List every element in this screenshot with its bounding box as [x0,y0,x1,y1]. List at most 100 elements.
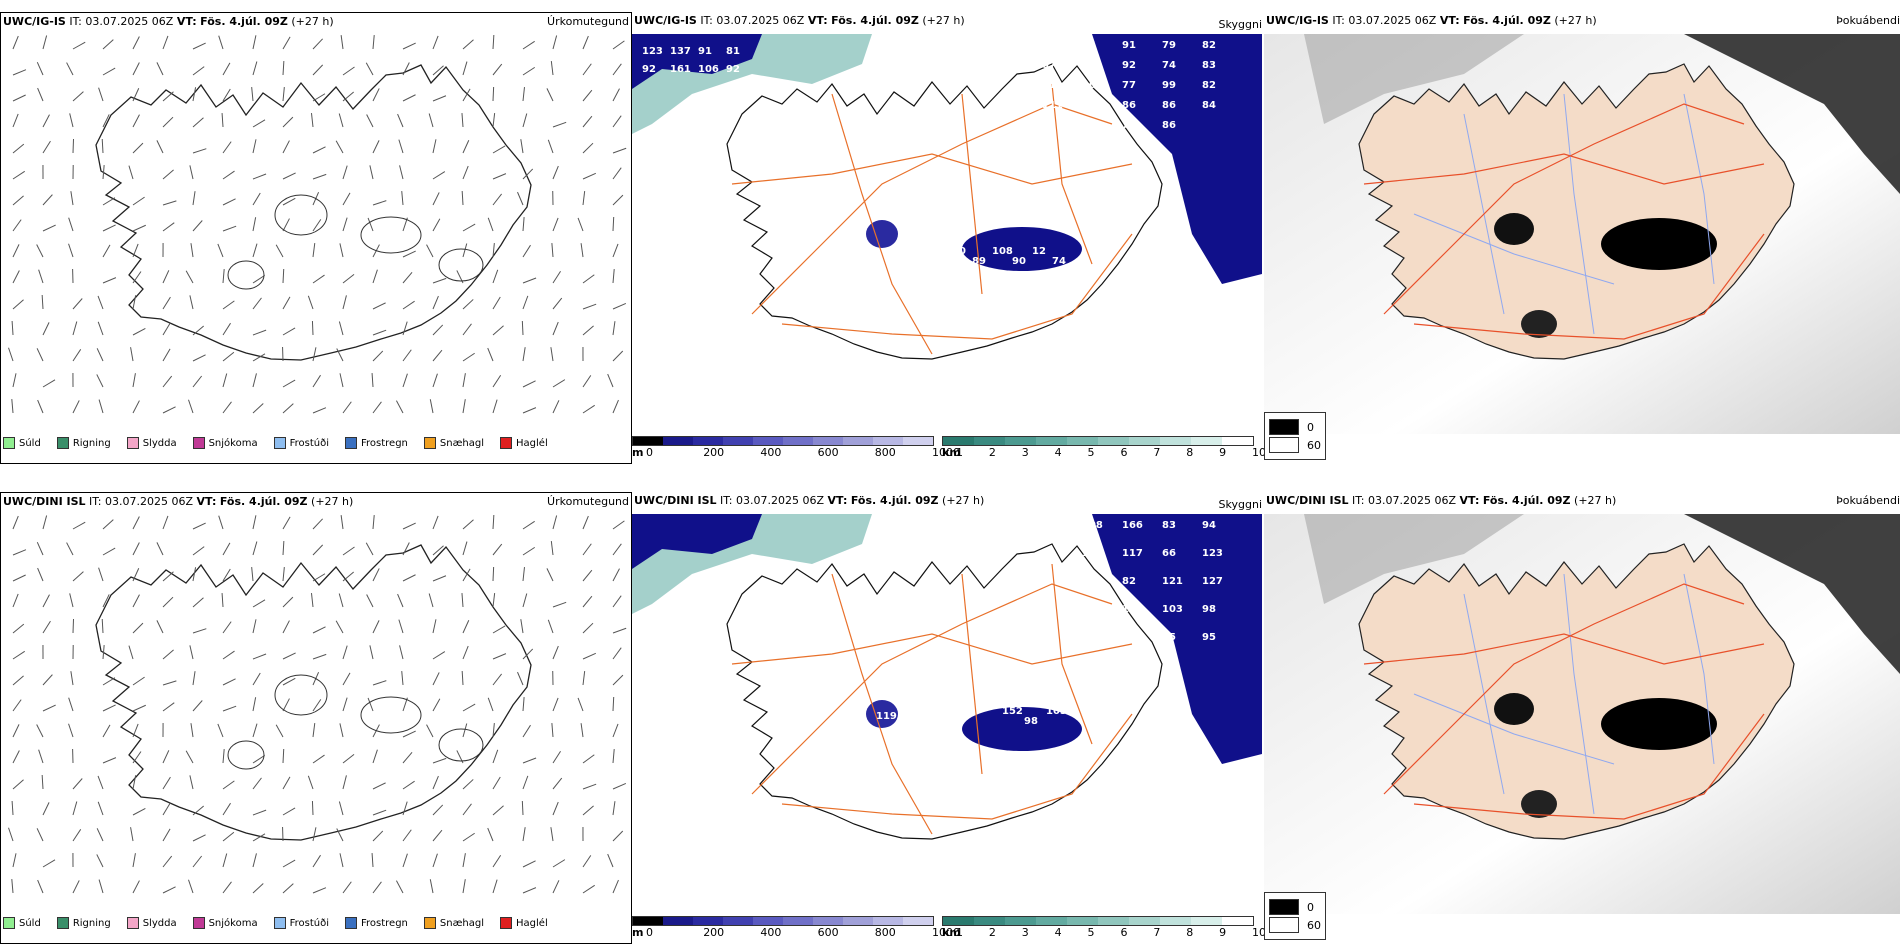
wind-barb [517,671,524,686]
legend-swatch [345,437,357,449]
wind-barb [102,547,116,556]
wind-barb [190,243,194,258]
wind-barb [369,645,374,660]
wind-barb [192,148,207,154]
colorbar-segment [813,917,843,925]
dense-fog-area [1601,698,1717,750]
wind-barb [222,831,235,842]
wind-barb [132,142,144,154]
precip-legend-item: Slydda [126,437,177,449]
dense-fog-area [1521,790,1557,818]
wind-barb [552,645,559,660]
wind-barb [546,568,554,582]
wind-barb [612,723,619,738]
wind-barb [98,87,104,102]
wind-barb [12,650,25,660]
wind-barb [582,172,597,180]
legend-swatch [423,917,436,929]
wind-barb [72,618,75,634]
wind-barb [222,853,228,868]
iceland-fog-map [1264,514,1900,914]
wind-barb [222,749,225,764]
legend-label: Frostregn [361,917,408,929]
wind-barb [428,113,434,128]
wind-barb [312,93,326,102]
wind-barb [492,673,503,686]
wind-barb [612,243,619,258]
wind-barb [132,723,139,738]
wind-barb [282,140,290,154]
panel-fog-dini: UWC/DINI ISL IT: 03.07.2025 06Z VT: Fös.… [1264,492,1900,944]
legend-label: Rigning [72,437,111,449]
wind-barb [132,594,140,608]
colorbar-tick: 1 [956,446,963,459]
colorbar-segment [1191,917,1222,925]
wind-barb [307,775,314,790]
wind-barb [282,652,296,660]
wind-barb [312,827,317,842]
wind-barb [70,191,74,206]
cloud-base-value: 94 [1202,520,1216,531]
precip-legend-item: Snjókoma [192,917,258,929]
precip-legend-item: Súld [3,917,41,929]
wind-barb [162,296,171,310]
wind-barb [342,881,352,894]
colorbar-tick: 10 [1252,446,1266,459]
cloud-base-value: 82 [1202,40,1216,51]
colorbar-strip [942,916,1254,926]
wind-barb [369,165,374,180]
wind-barb [282,36,291,50]
wind-barb [487,217,494,232]
wind-barb [492,776,501,790]
colorbar-segment [1222,437,1253,445]
precip-legend-item: Haglél [500,917,548,929]
wind-barb [12,299,24,310]
colorbar-segment [633,437,663,445]
wind-barb [522,168,534,180]
cloud-base-value: 137 [670,46,691,57]
wind-barb [132,62,140,76]
wind-barb [132,622,144,634]
wind-barb [310,113,314,128]
wind-barb [42,802,50,816]
fog-legend-item: 0 [1269,899,1321,915]
wind-barb [282,116,294,128]
wind-barb [462,88,471,102]
colorbar-segment [753,437,783,445]
cloud-base-value: 94 [1082,40,1096,51]
wind-barb [612,40,625,50]
wind-barb [552,697,559,712]
wind-barb [11,320,14,336]
wind-barb [522,887,537,894]
wind-barb [130,347,134,362]
wind-barb [36,62,44,76]
wind-barb [42,379,56,388]
wind-barb [338,113,344,128]
wind-barb [222,141,232,154]
wind-barb [132,775,137,790]
wind-barb [222,198,236,206]
cloud-base-value: 92 [1122,60,1136,71]
wind-barb [462,620,470,634]
colorbar-strip [632,916,934,926]
low-cloud-area [1092,514,1262,764]
wind-barb [102,519,114,530]
wind-barb [612,696,615,712]
wind-barb [11,399,14,414]
wind-barb [132,853,136,868]
dense-fog-area [1494,213,1534,245]
wind-barb [582,884,595,894]
wind-barb [162,270,170,284]
wind-barb [582,35,589,50]
wind-barb [132,36,140,50]
legend-swatch [1269,917,1299,933]
wind-barb [492,63,503,76]
wind-barb [552,35,558,50]
wind-barb [372,302,386,310]
wind-barb [156,140,164,154]
wind-barb [189,645,194,660]
wind-barb [367,217,374,232]
wind-barb [372,88,380,102]
wind-barb [222,542,231,556]
low-cloud-area [962,227,1082,271]
